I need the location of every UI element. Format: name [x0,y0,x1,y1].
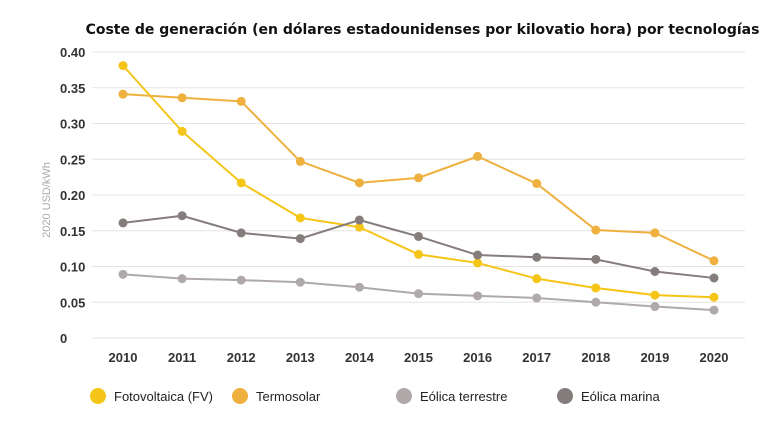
y-tick-label: 0.20 [60,188,85,203]
legend-swatch-termosolar [232,388,248,404]
y-tick-label: 0.35 [60,81,85,96]
y-tick-label: 0.10 [60,260,85,275]
data-point [118,218,128,228]
data-point [295,156,305,166]
data-point [295,277,305,287]
data-point [354,282,364,292]
data-point [118,89,128,99]
y-tick-label: 0.05 [60,295,85,310]
data-point [177,274,187,284]
data-point [650,267,660,277]
data-point [118,269,128,279]
series-2 [118,269,719,315]
data-point [532,252,542,262]
data-point [118,61,128,71]
legend-item-fotovoltaica: Fotovoltaica (FV) [90,388,213,404]
legend-swatch-eolica-terrestre [396,388,412,404]
series-line [122,214,715,279]
data-point [414,289,423,299]
data-point [709,305,719,315]
data-point [709,292,719,302]
y-tick-label: 0.30 [60,117,85,132]
legend-label-termosolar: Termosolar [256,388,321,404]
x-tick-label: 2018 [581,350,610,365]
data-point [591,297,601,307]
legend-label-eolica-terrestre: Eólica terrestre [420,388,508,404]
y-axis-label: 2020 USD/kWh [41,162,53,238]
x-tick-label: 2014 [345,350,375,365]
data-point [236,178,246,188]
x-axis-ticks: 2010 2011 2012 2013 2014 2015 2016 2017 2018 2019… [109,350,729,365]
legend-item-termosolar: Termosolar [232,388,320,404]
data-point [177,93,187,103]
data-point [354,222,364,232]
data-point [591,225,601,235]
data-point [236,228,246,238]
data-point [414,249,423,259]
y-tick-label: 0.25 [60,152,85,167]
data-point [650,290,660,300]
legend-swatch-fotovoltaica [90,388,106,404]
data-point [650,302,660,312]
line-chart: 2020 USD/kWh 0 0.05 0.10 0.15 0.20 0.25 0.30 0.… [41,45,745,365]
data-point [473,151,483,161]
x-tick-label: 2020 [700,350,729,365]
data-point [236,96,246,106]
x-tick-label: 2010 [109,350,138,365]
series-3 [118,211,719,283]
data-point [295,234,305,244]
data-point [236,275,246,285]
series [118,61,719,315]
data-point [295,213,305,223]
series-0 [118,61,719,302]
data-point [532,293,542,303]
data-point [591,254,601,264]
legend-swatch-eolica-marina [557,388,573,404]
data-point [177,211,187,221]
data-point [532,274,542,284]
x-tick-label: 2017 [522,350,551,365]
data-point [532,179,542,189]
data-point [591,283,601,293]
x-tick-label: 2011 [168,350,196,365]
data-point [177,126,187,136]
grid [92,51,745,339]
data-point [414,231,423,241]
legend: Fotovoltaica (FV) Termosolar Eólica terr… [0,388,760,412]
x-tick-label: 2013 [286,350,315,365]
data-point [709,273,719,283]
data-point [414,173,423,183]
data-point [650,228,660,238]
chart-title: Coste de generación (en dólares estadoun… [85,22,760,38]
y-tick-label: 0.40 [60,45,85,60]
data-point [473,291,483,301]
data-point [473,258,483,268]
x-tick-label: 2016 [463,350,492,365]
data-point [709,256,719,266]
legend-item-eolica-marina: Eólica marina [557,388,660,404]
y-axis-ticks: 0 0.05 0.10 0.15 0.20 0.25 0.30 0.35 0.40 [60,45,85,346]
legend-label-eolica-marina: Eólica marina [581,388,660,404]
x-tick-label: 2019 [640,350,669,365]
legend-item-eolica-terrestre: Eólica terrestre [396,388,507,404]
data-point [473,250,483,260]
y-tick-label: 0.15 [60,224,85,239]
x-tick-label: 2012 [227,350,256,365]
data-point [354,215,364,225]
legend-label-fotovoltaica: Fotovoltaica (FV) [114,388,213,404]
series-1 [118,89,719,266]
y-tick-label: 0 [60,331,67,346]
data-point [354,178,364,188]
x-tick-label: 2015 [404,350,433,365]
